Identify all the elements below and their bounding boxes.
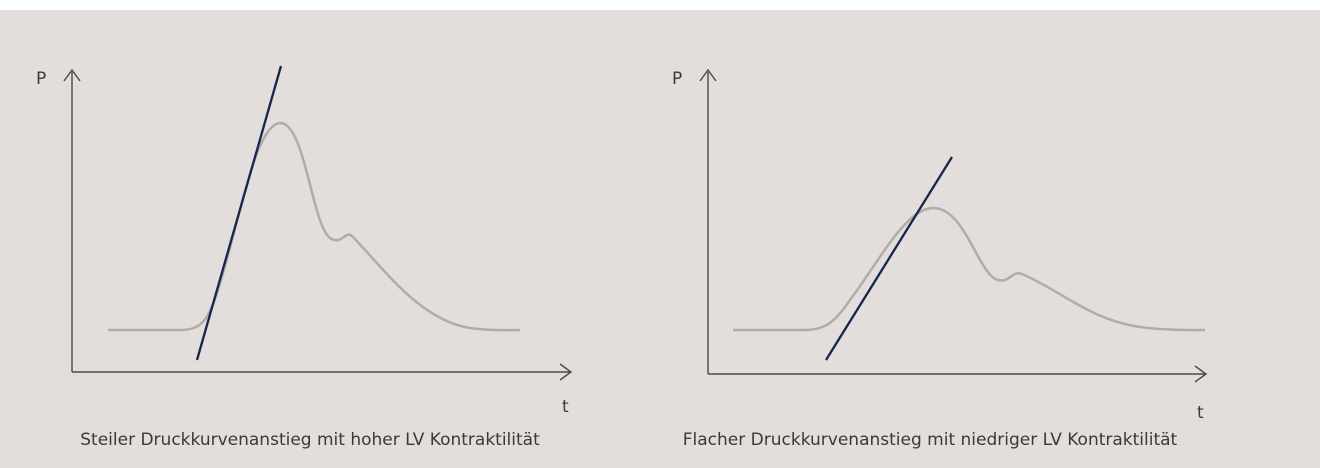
caption: Flacher Druckkurvenanstieg mit niedriger… xyxy=(683,430,1178,450)
axes xyxy=(63,68,573,381)
panel xyxy=(0,10,1320,468)
diagram-steep: P t Steiler Druckkurvenanstieg mit hoher… xyxy=(36,65,573,450)
pressure-curve xyxy=(733,206,1206,332)
y-label: P xyxy=(672,69,682,89)
tangent xyxy=(195,65,283,361)
y-label: P xyxy=(36,69,46,89)
axes xyxy=(699,68,1208,383)
x-label: t xyxy=(1197,403,1204,423)
diagram-flat: P t Flacher Druckkurvenanstieg mit niedr… xyxy=(672,68,1208,450)
tangent xyxy=(825,156,953,361)
caption: Steiler Druckkurvenanstieg mit hoher LV … xyxy=(80,430,540,450)
x-label: t xyxy=(562,397,569,417)
